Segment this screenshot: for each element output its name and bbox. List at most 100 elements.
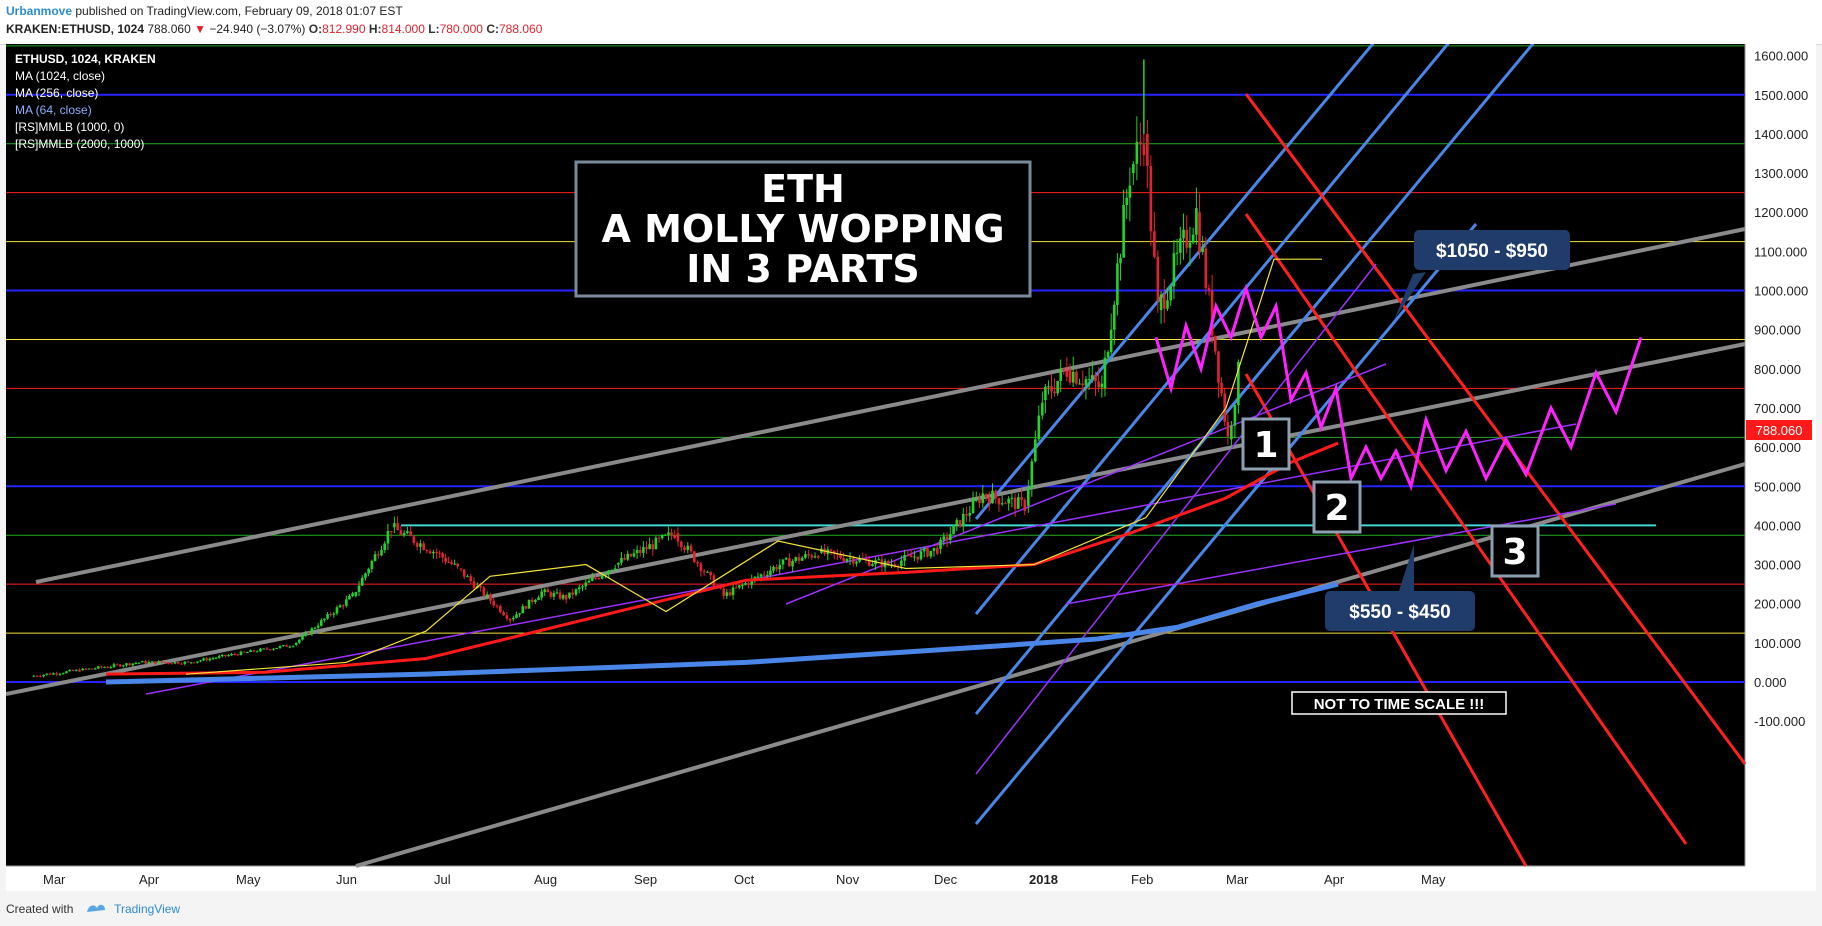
down-candle bbox=[472, 581, 476, 589]
up-candle bbox=[386, 531, 390, 544]
callout-bottom[interactable]: $550 - $450 bbox=[1325, 544, 1475, 631]
note-box: NOT TO TIME SCALE !!! bbox=[1291, 691, 1507, 715]
high-value: 814.000 bbox=[381, 22, 425, 36]
down-candle bbox=[696, 562, 699, 564]
up-candle bbox=[485, 594, 489, 596]
up-candle bbox=[660, 535, 664, 539]
legend-item[interactable]: MA (1024, close) bbox=[15, 69, 105, 83]
up-candle bbox=[741, 584, 744, 586]
down-candle bbox=[462, 569, 466, 577]
down-candle bbox=[415, 542, 419, 547]
down-candle bbox=[651, 544, 655, 550]
down-candle bbox=[456, 563, 459, 567]
up-candle bbox=[1000, 503, 1004, 505]
up-candle bbox=[604, 574, 607, 576]
down-candle bbox=[479, 586, 482, 588]
up-candle bbox=[383, 543, 387, 550]
down-candle bbox=[747, 583, 750, 585]
up-candle bbox=[345, 599, 348, 606]
created-with: Created with TradingView bbox=[6, 902, 180, 917]
author-link[interactable]: Urbanmove bbox=[6, 4, 73, 18]
down-candle bbox=[412, 536, 416, 543]
up-candle bbox=[731, 587, 735, 596]
down-candle bbox=[78, 669, 81, 672]
price-tick-label: 1500.000 bbox=[1754, 88, 1808, 103]
current-price-tag: 788.060 bbox=[1746, 420, 1812, 440]
up-candle bbox=[239, 651, 243, 656]
up-candle bbox=[1047, 386, 1050, 388]
price-tick-label: 700.000 bbox=[1754, 401, 1801, 416]
up-candle bbox=[955, 519, 959, 526]
legend-item[interactable]: MA (64, close) bbox=[15, 103, 92, 117]
up-candle bbox=[196, 661, 199, 663]
up-candle bbox=[275, 647, 279, 649]
down-candle bbox=[1223, 393, 1227, 422]
up-candle bbox=[42, 674, 45, 677]
up-candle bbox=[125, 663, 128, 666]
up-candle bbox=[991, 490, 994, 504]
time-axis[interactable] bbox=[6, 866, 1745, 891]
legend-item[interactable]: [RS]MMLB (2000, 1000) bbox=[15, 137, 144, 151]
up-candle bbox=[291, 646, 295, 648]
up-candle bbox=[81, 668, 84, 671]
up-candle bbox=[364, 573, 367, 578]
legend-symbol: ETHUSD, 1024, KRAKEN bbox=[15, 52, 156, 66]
price-axis[interactable] bbox=[1745, 44, 1816, 891]
tradingview-link[interactable]: TradingView bbox=[114, 902, 181, 916]
down-candle bbox=[926, 548, 929, 557]
down-candle bbox=[728, 592, 732, 596]
up-candle bbox=[58, 673, 62, 675]
up-candle bbox=[255, 651, 259, 653]
down-candle bbox=[118, 664, 122, 667]
up-candle bbox=[52, 673, 55, 675]
up-candle bbox=[515, 614, 518, 618]
down-candle bbox=[160, 661, 164, 663]
marker-2: 2 bbox=[1312, 480, 1362, 534]
down-candle bbox=[55, 673, 58, 675]
chart-area[interactable]: 1600.0001500.0001400.0001300.0001200.000… bbox=[6, 44, 1816, 891]
published-text: published on TradingView.com, February 0… bbox=[75, 4, 403, 18]
down-candle bbox=[444, 557, 447, 562]
tradingview-logo-icon bbox=[85, 902, 107, 917]
down-candle bbox=[115, 664, 119, 666]
down-candle bbox=[994, 490, 998, 499]
blue-channel-line bbox=[974, 223, 1478, 825]
time-tick-labels: Mar Apr May Jun Jul Aug Sep Oct Nov Dec 2018 Feb Mar… bbox=[43, 872, 1446, 887]
down-candle bbox=[459, 568, 463, 570]
up-candle bbox=[1084, 379, 1088, 386]
legend-item[interactable]: [RS]MMLB (1000, 0) bbox=[15, 120, 124, 134]
down-candle bbox=[425, 550, 429, 552]
down-candle bbox=[1050, 386, 1053, 392]
up-candle bbox=[772, 566, 775, 571]
up-candle bbox=[1201, 248, 1204, 252]
up-candle bbox=[332, 613, 336, 615]
down-candle bbox=[265, 648, 269, 650]
up-candle bbox=[626, 553, 630, 560]
down-candle bbox=[762, 574, 766, 576]
up-candle bbox=[871, 564, 874, 566]
down-candle bbox=[842, 558, 846, 562]
down-candle bbox=[1149, 165, 1153, 232]
up-candle bbox=[919, 551, 923, 560]
red-channel-line bbox=[1244, 93, 1747, 765]
marker-1: 1 bbox=[1241, 417, 1291, 471]
up-candle bbox=[521, 606, 525, 614]
down-candle bbox=[1146, 133, 1149, 166]
up-candle bbox=[1044, 386, 1047, 401]
up-candle bbox=[1237, 361, 1240, 405]
up-candle bbox=[1179, 238, 1182, 253]
up-candle bbox=[122, 665, 125, 667]
up-candle bbox=[648, 544, 651, 550]
up-candle bbox=[272, 648, 275, 650]
up-candle bbox=[211, 658, 215, 660]
up-candle bbox=[939, 539, 942, 549]
time-tick-label: Mar bbox=[1226, 872, 1249, 887]
callout-top[interactable]: $1050 - $950 bbox=[1394, 230, 1570, 320]
down-candle bbox=[1210, 290, 1214, 336]
down-candle bbox=[597, 578, 601, 580]
up-candle bbox=[750, 578, 754, 585]
down-candle bbox=[623, 557, 626, 560]
down-candle bbox=[252, 650, 256, 652]
up-candle bbox=[1172, 253, 1176, 287]
legend-item[interactable]: MA (256, close) bbox=[15, 86, 98, 100]
